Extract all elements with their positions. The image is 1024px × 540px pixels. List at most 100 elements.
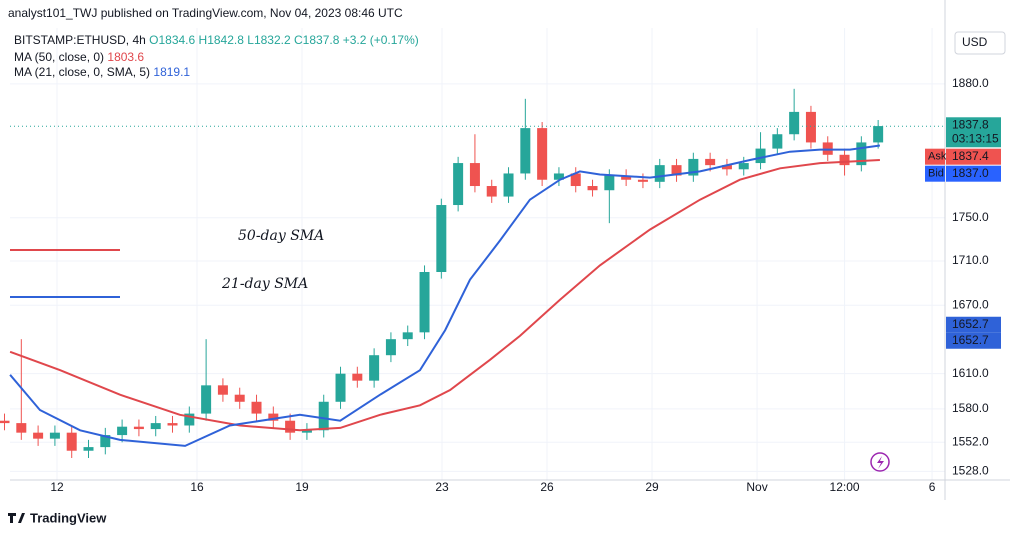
candle-body [369,355,380,381]
candle-body [520,128,531,174]
x-tick-label: 16 [190,480,204,494]
candle-body [873,126,884,143]
change: +3.2 (+0.17%) [343,33,419,47]
x-tick-label: 12 [50,480,64,494]
candle-body [537,128,548,180]
bid-label: Bid [928,168,944,180]
x-tick-label: 26 [540,480,554,494]
ask-price-tag [946,148,1001,165]
annotation: 21-day SMA [221,276,308,292]
candle-body [201,385,212,414]
x-tick-label: 23 [435,480,449,494]
ma-line [9,144,881,447]
ma-legend: MA (50, close, 0) 1803.6 [14,50,144,64]
marker-tag [946,332,1001,349]
candle-body [856,142,867,166]
candle-body [419,271,430,333]
candle-body [217,385,228,395]
candle-body [570,173,581,187]
x-tick-label: 12:00 [830,480,860,494]
ohlc: H1842.8 [199,33,245,47]
candle-body [688,158,699,176]
candle-body [234,394,245,402]
candle-body [654,165,665,182]
candle-body [621,175,632,180]
candle-body [318,401,329,431]
candle-body [755,148,766,164]
y-tick-label: 1552.0 [952,434,989,448]
bid-tag [925,165,945,182]
header: BITSTAMP:ETHUSD, 4h O1834.6 H1842.8 L183… [14,33,419,47]
plot-bg [10,28,945,480]
candle-body [150,423,161,430]
ma-value: 1819.1 [153,65,190,79]
ma-name: MA (50, close, 0) [14,50,104,64]
ohlc: O1834.6 [149,33,195,47]
currency-button[interactable] [954,31,1006,55]
candle-body [789,111,800,135]
candle-body [117,426,128,436]
candle-body [486,186,497,197]
marker-text: 1652.7 [952,333,989,347]
candle-body [772,134,783,149]
candle-body [33,432,44,439]
y-tick-label: 1528.0 [952,464,989,478]
ask-label: Ask [928,151,947,163]
y-tick-label: 1750.0 [952,210,989,224]
candle-body [49,432,60,439]
annotation: 50-day SMA [238,228,324,244]
candle-body [738,163,749,170]
symbol: BITSTAMP:ETHUSD, 4h [14,33,146,47]
ohlc: L1832.2 [247,33,291,47]
candle-body [671,165,682,176]
price-tag [946,117,1001,148]
candle-body [721,165,732,170]
x-tick-label: Nov [746,480,767,494]
y-tick-label: 1880.0 [952,76,989,90]
candle-body [805,111,816,143]
ma-value: 1803.6 [107,50,144,64]
marker-tag [946,316,1001,333]
x-tick-label: 19 [295,480,309,494]
candle-body [705,158,716,166]
candle-body [352,373,363,381]
ohlc: C1837.8 [294,33,340,47]
bid-price: 1837.0 [952,166,989,180]
candle-body [839,154,850,166]
ask-tag [925,148,945,165]
candle-body [453,163,464,206]
candle-body [66,432,77,451]
logo [8,513,25,523]
candle-body [16,423,27,433]
y-tick-label: 1610.0 [952,366,989,380]
candle-body [268,413,279,421]
candle-body [0,420,10,424]
candle-body [503,173,514,197]
candle-body [469,163,480,187]
candle-body [335,373,346,402]
bid-price-tag [946,165,1001,182]
y-tick-label: 1710.0 [952,253,989,267]
y-tick-label: 1580.0 [952,401,989,415]
icon [877,456,884,469]
candle-body [83,447,94,451]
byline: analyst101_TWJ published on TradingView.… [8,6,403,20]
candle-body [167,423,178,426]
candle-body [285,420,296,433]
candle-body [402,332,413,340]
ma-legend: MA (21, close, 0, SMA, 5) 1819.1 [14,65,190,79]
ask-price: 1837.4 [952,149,989,163]
candle-body [100,435,111,448]
currency: USD [962,35,988,49]
brand: TradingView [30,510,107,525]
candle-body [184,413,195,426]
ma-line [9,159,880,432]
y-tick-label: 1670.0 [952,297,989,311]
icon [870,452,890,472]
ma-name: MA (21, close, 0, SMA, 5) [14,65,150,79]
x-tick-label: 29 [645,480,659,494]
candle-body [251,401,262,414]
candle-body [301,430,312,433]
